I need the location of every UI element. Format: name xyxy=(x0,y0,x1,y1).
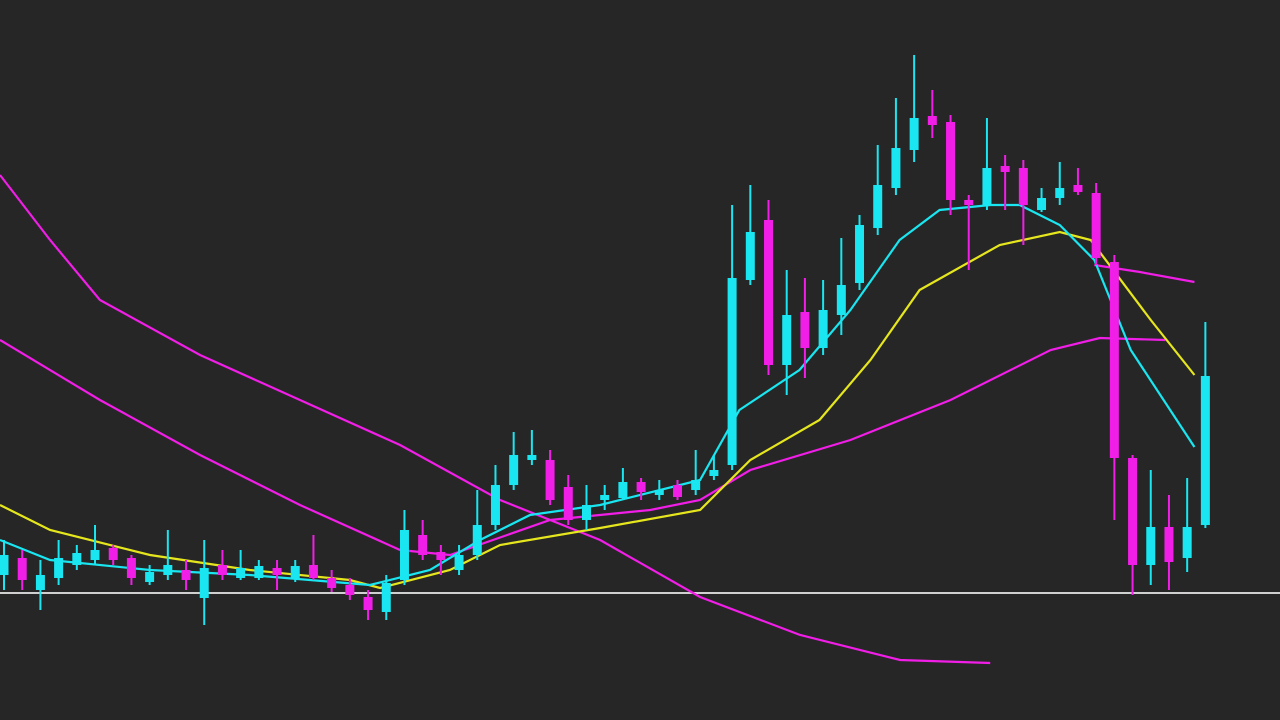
candle-body xyxy=(254,566,264,578)
candle-body xyxy=(600,495,610,500)
candle-body xyxy=(17,558,27,580)
candle-body xyxy=(636,482,646,492)
candle-body xyxy=(745,232,755,280)
candle-body xyxy=(782,315,792,365)
candle-body xyxy=(199,568,209,598)
candle-body xyxy=(345,585,355,595)
candle-body xyxy=(272,568,282,575)
candle-body xyxy=(1073,185,1083,192)
candle-body xyxy=(126,558,136,578)
candle-body xyxy=(727,278,737,465)
candle-body xyxy=(0,555,9,575)
candle-body xyxy=(818,310,828,348)
candle-body xyxy=(800,312,810,348)
candle-body xyxy=(236,568,246,578)
candle-body xyxy=(1109,262,1119,458)
candle-body xyxy=(1055,188,1065,198)
candle-body xyxy=(581,505,591,520)
candle-body xyxy=(764,220,774,365)
candle-body xyxy=(72,553,82,565)
candle-body xyxy=(618,482,628,498)
candle-body xyxy=(982,168,992,205)
candle-body xyxy=(1128,458,1138,565)
candle-body xyxy=(145,572,155,582)
candle-body xyxy=(35,575,45,590)
candle-body xyxy=(964,200,974,205)
candle-body xyxy=(1164,527,1174,562)
candle-body xyxy=(363,597,373,610)
candle-body xyxy=(290,566,300,578)
candle-body xyxy=(181,570,191,580)
candle-body xyxy=(509,455,519,485)
candle-body xyxy=(1091,193,1101,258)
moving-average xyxy=(0,174,991,665)
candle-body xyxy=(1037,198,1047,210)
candle-body xyxy=(454,555,464,570)
candle-body xyxy=(399,530,409,580)
candle-body xyxy=(163,565,173,575)
candle-body xyxy=(1182,527,1192,558)
candle-body xyxy=(54,558,64,578)
candle-body xyxy=(672,485,682,497)
candle-body xyxy=(90,550,100,560)
candle-body xyxy=(545,460,555,500)
candle-body xyxy=(1018,168,1028,205)
candle-body xyxy=(1000,166,1010,172)
candle-body xyxy=(927,116,937,125)
candle-body xyxy=(436,552,446,560)
candle-body xyxy=(891,148,901,188)
moving-average xyxy=(0,230,1196,590)
moving-average xyxy=(0,336,1166,557)
candle-body xyxy=(381,583,391,612)
candle-body xyxy=(654,490,664,495)
candle-body xyxy=(836,285,846,315)
candle-body xyxy=(308,565,318,578)
moving-average xyxy=(0,203,1196,587)
candle-body xyxy=(563,487,573,520)
candle-body xyxy=(527,455,537,460)
candle-body xyxy=(1146,527,1156,565)
candle-body xyxy=(709,470,719,476)
candle-body xyxy=(327,578,337,588)
moving-average xyxy=(1094,263,1195,284)
candle-body xyxy=(946,122,956,200)
candle-body xyxy=(1200,376,1210,525)
candle-body xyxy=(490,485,500,525)
candle-body xyxy=(108,548,118,560)
candle-body xyxy=(855,225,865,283)
candle-body xyxy=(472,525,482,555)
candle-body xyxy=(909,118,919,150)
candle-body xyxy=(873,185,883,228)
candle-body xyxy=(217,565,227,575)
candle-body xyxy=(418,535,428,555)
candle-body xyxy=(691,480,701,490)
